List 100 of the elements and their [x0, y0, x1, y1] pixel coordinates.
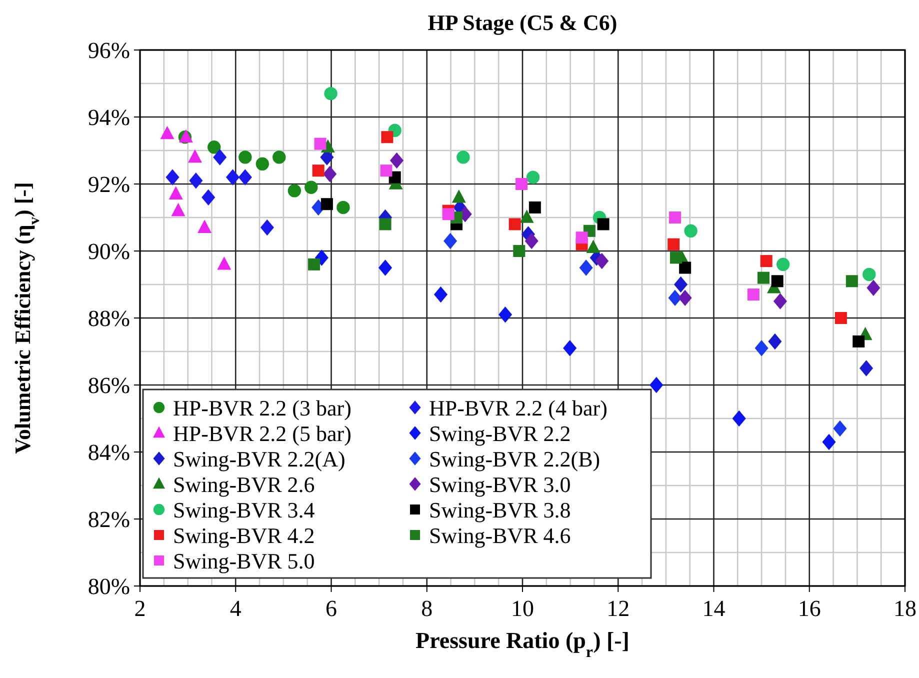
x-tick-label: 6	[326, 596, 337, 621]
point	[238, 150, 252, 164]
x-tick-label: 2	[134, 596, 146, 621]
point	[768, 334, 782, 350]
point	[860, 360, 873, 376]
point	[169, 186, 182, 200]
point	[834, 312, 847, 324]
point	[508, 218, 521, 230]
point	[172, 204, 185, 216]
x-tick-label: 8	[421, 596, 433, 621]
point	[771, 275, 784, 288]
point	[218, 257, 231, 270]
legend-label: Swing-BVR 5.0	[173, 548, 315, 574]
point	[213, 149, 226, 165]
point	[272, 150, 286, 164]
point	[288, 184, 302, 198]
point	[513, 245, 526, 257]
point	[563, 340, 576, 356]
y-tick-label: 92%	[88, 172, 130, 197]
point	[674, 276, 688, 292]
point	[188, 150, 202, 163]
point	[320, 198, 333, 210]
point	[776, 258, 790, 271]
point	[379, 218, 392, 230]
point	[202, 190, 215, 206]
point	[323, 166, 336, 182]
y-tick-label: 90%	[88, 239, 130, 264]
point	[324, 86, 338, 100]
point	[456, 150, 470, 164]
x-axis-title: Pressure Ratio (p$_{r}$) [-]	[416, 628, 630, 660]
point	[166, 170, 180, 186]
point	[434, 286, 448, 302]
point	[757, 272, 770, 284]
point	[597, 218, 610, 230]
point	[260, 220, 274, 236]
legend-label: Swing-BVR 3.8	[429, 498, 571, 522]
point	[312, 164, 324, 177]
y-tick-label: 94%	[88, 105, 130, 130]
x-tick-label: 16	[798, 596, 821, 621]
point	[754, 340, 768, 356]
point	[679, 262, 692, 274]
point	[684, 224, 698, 238]
point	[526, 170, 540, 184]
x-tick-label: 14	[702, 596, 726, 621]
y-tick-label: 96%	[88, 38, 130, 63]
point	[833, 420, 847, 436]
legend-label: Swing-BVR 2.2	[429, 421, 571, 446]
point	[238, 170, 252, 186]
point	[747, 288, 760, 301]
y-tick-label: 84%	[88, 440, 130, 465]
point	[336, 200, 350, 214]
legend-label: HP-BVR 2.2 (4 bar)	[429, 396, 608, 420]
y-tick-label: 82%	[88, 507, 130, 532]
x-tick-label: 4	[230, 596, 242, 621]
point	[444, 233, 457, 249]
point	[442, 208, 454, 220]
legend-label: Swing-BVR 3.4	[173, 498, 315, 522]
legend-label: Swing-BVR 4.6	[429, 523, 571, 548]
point	[256, 157, 269, 170]
point	[774, 293, 787, 310]
point	[390, 152, 404, 168]
point	[189, 172, 203, 188]
legend-label: Swing-BVR 3.0	[429, 472, 571, 497]
legend-label: Swing-BVR 2.2(A)	[173, 446, 346, 472]
point	[452, 190, 466, 203]
y-tick-label: 88%	[88, 306, 130, 331]
point	[160, 126, 174, 140]
point	[304, 180, 318, 194]
point	[822, 434, 836, 450]
point	[595, 253, 608, 269]
point	[498, 306, 512, 322]
point	[516, 178, 528, 190]
point	[308, 258, 320, 270]
legend-label: HP-BVR 2.2 (5 bar)	[173, 421, 352, 446]
point	[226, 170, 240, 186]
point	[852, 335, 865, 348]
point	[866, 280, 880, 296]
point	[528, 201, 541, 214]
point	[862, 268, 876, 282]
x-tick-label: 10	[511, 596, 534, 621]
point	[198, 220, 212, 233]
x-tick-label: 18	[894, 596, 916, 621]
chart-title: HP Stage (C5 & C6)	[428, 10, 618, 35]
point	[586, 240, 600, 254]
point	[314, 138, 326, 150]
legend-label: Swing-BVR 2.6	[173, 472, 315, 497]
point	[378, 260, 392, 276]
legend-label: Swing-BVR 4.2	[173, 523, 315, 548]
y-tick-label: 86%	[88, 373, 130, 398]
point	[208, 140, 221, 154]
point	[579, 260, 593, 276]
point	[668, 238, 680, 250]
x-tick-label: 12	[606, 596, 630, 621]
y-tick-label: 80%	[88, 574, 130, 599]
point	[650, 377, 663, 393]
point	[380, 164, 392, 177]
point	[670, 252, 682, 264]
legend-label: HP-BVR 2.2 (3 bar)	[173, 396, 352, 420]
point	[668, 290, 682, 306]
point	[576, 232, 588, 244]
